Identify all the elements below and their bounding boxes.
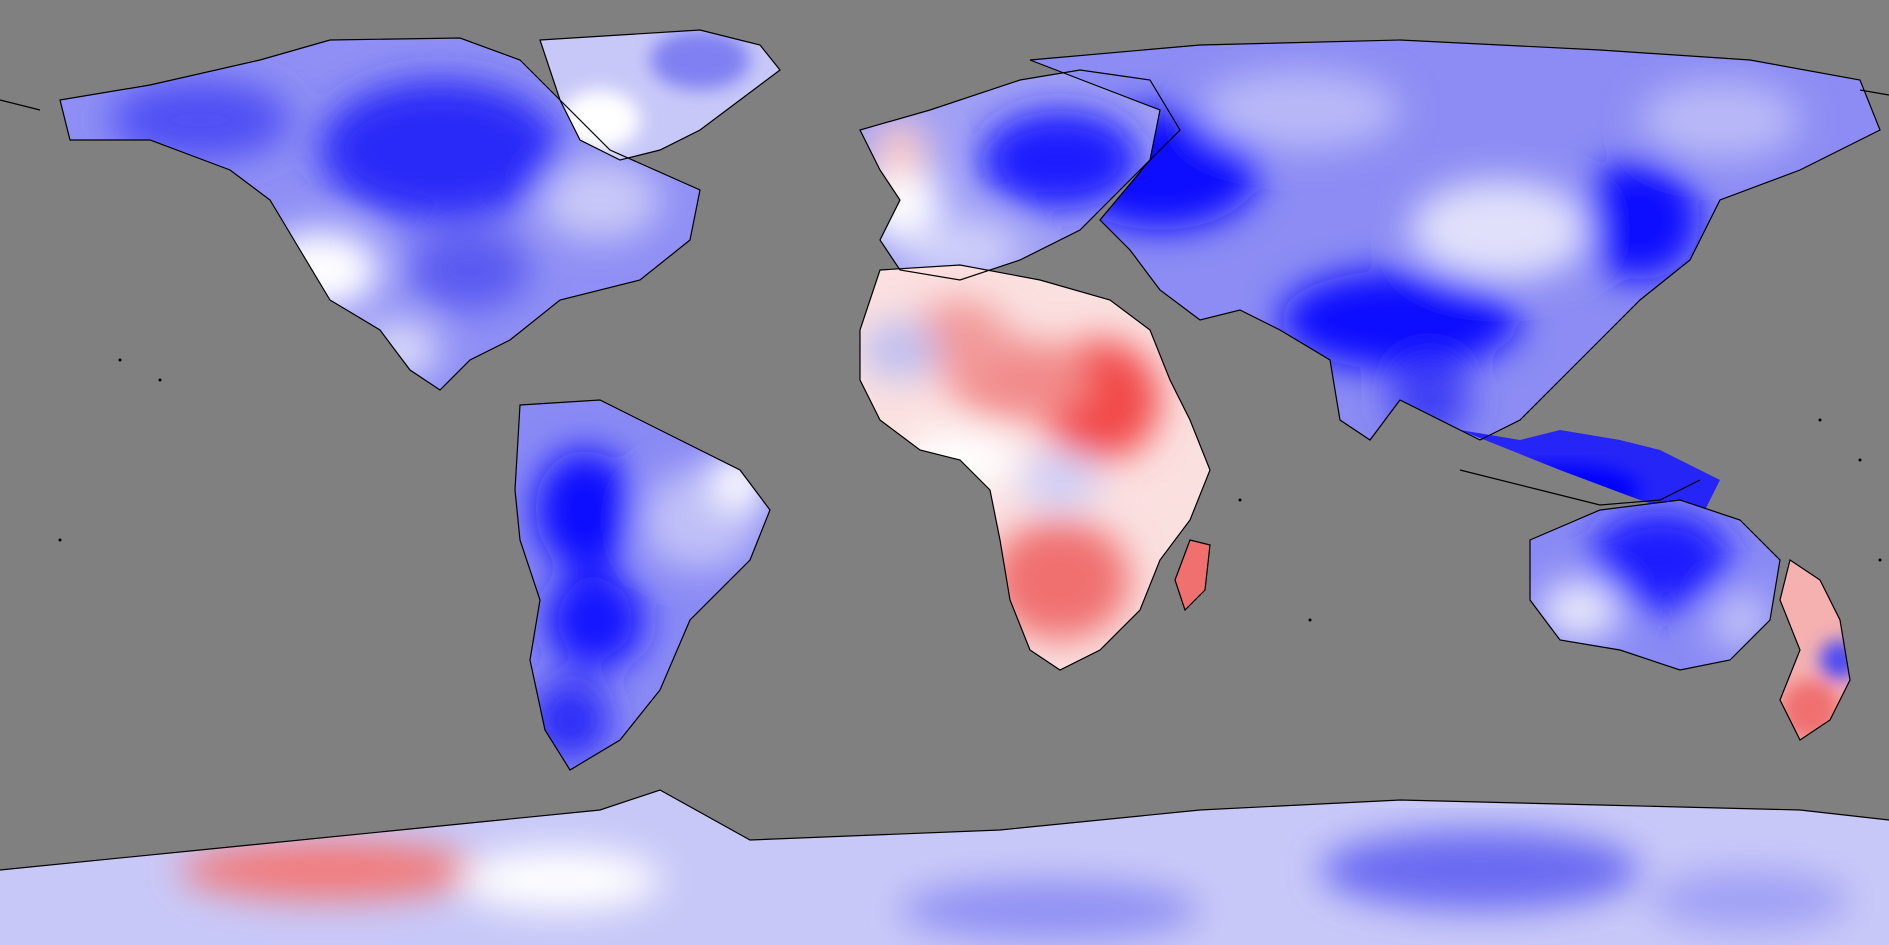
island-markers bbox=[58, 358, 1882, 622]
coastlines bbox=[0, 29, 1889, 871]
